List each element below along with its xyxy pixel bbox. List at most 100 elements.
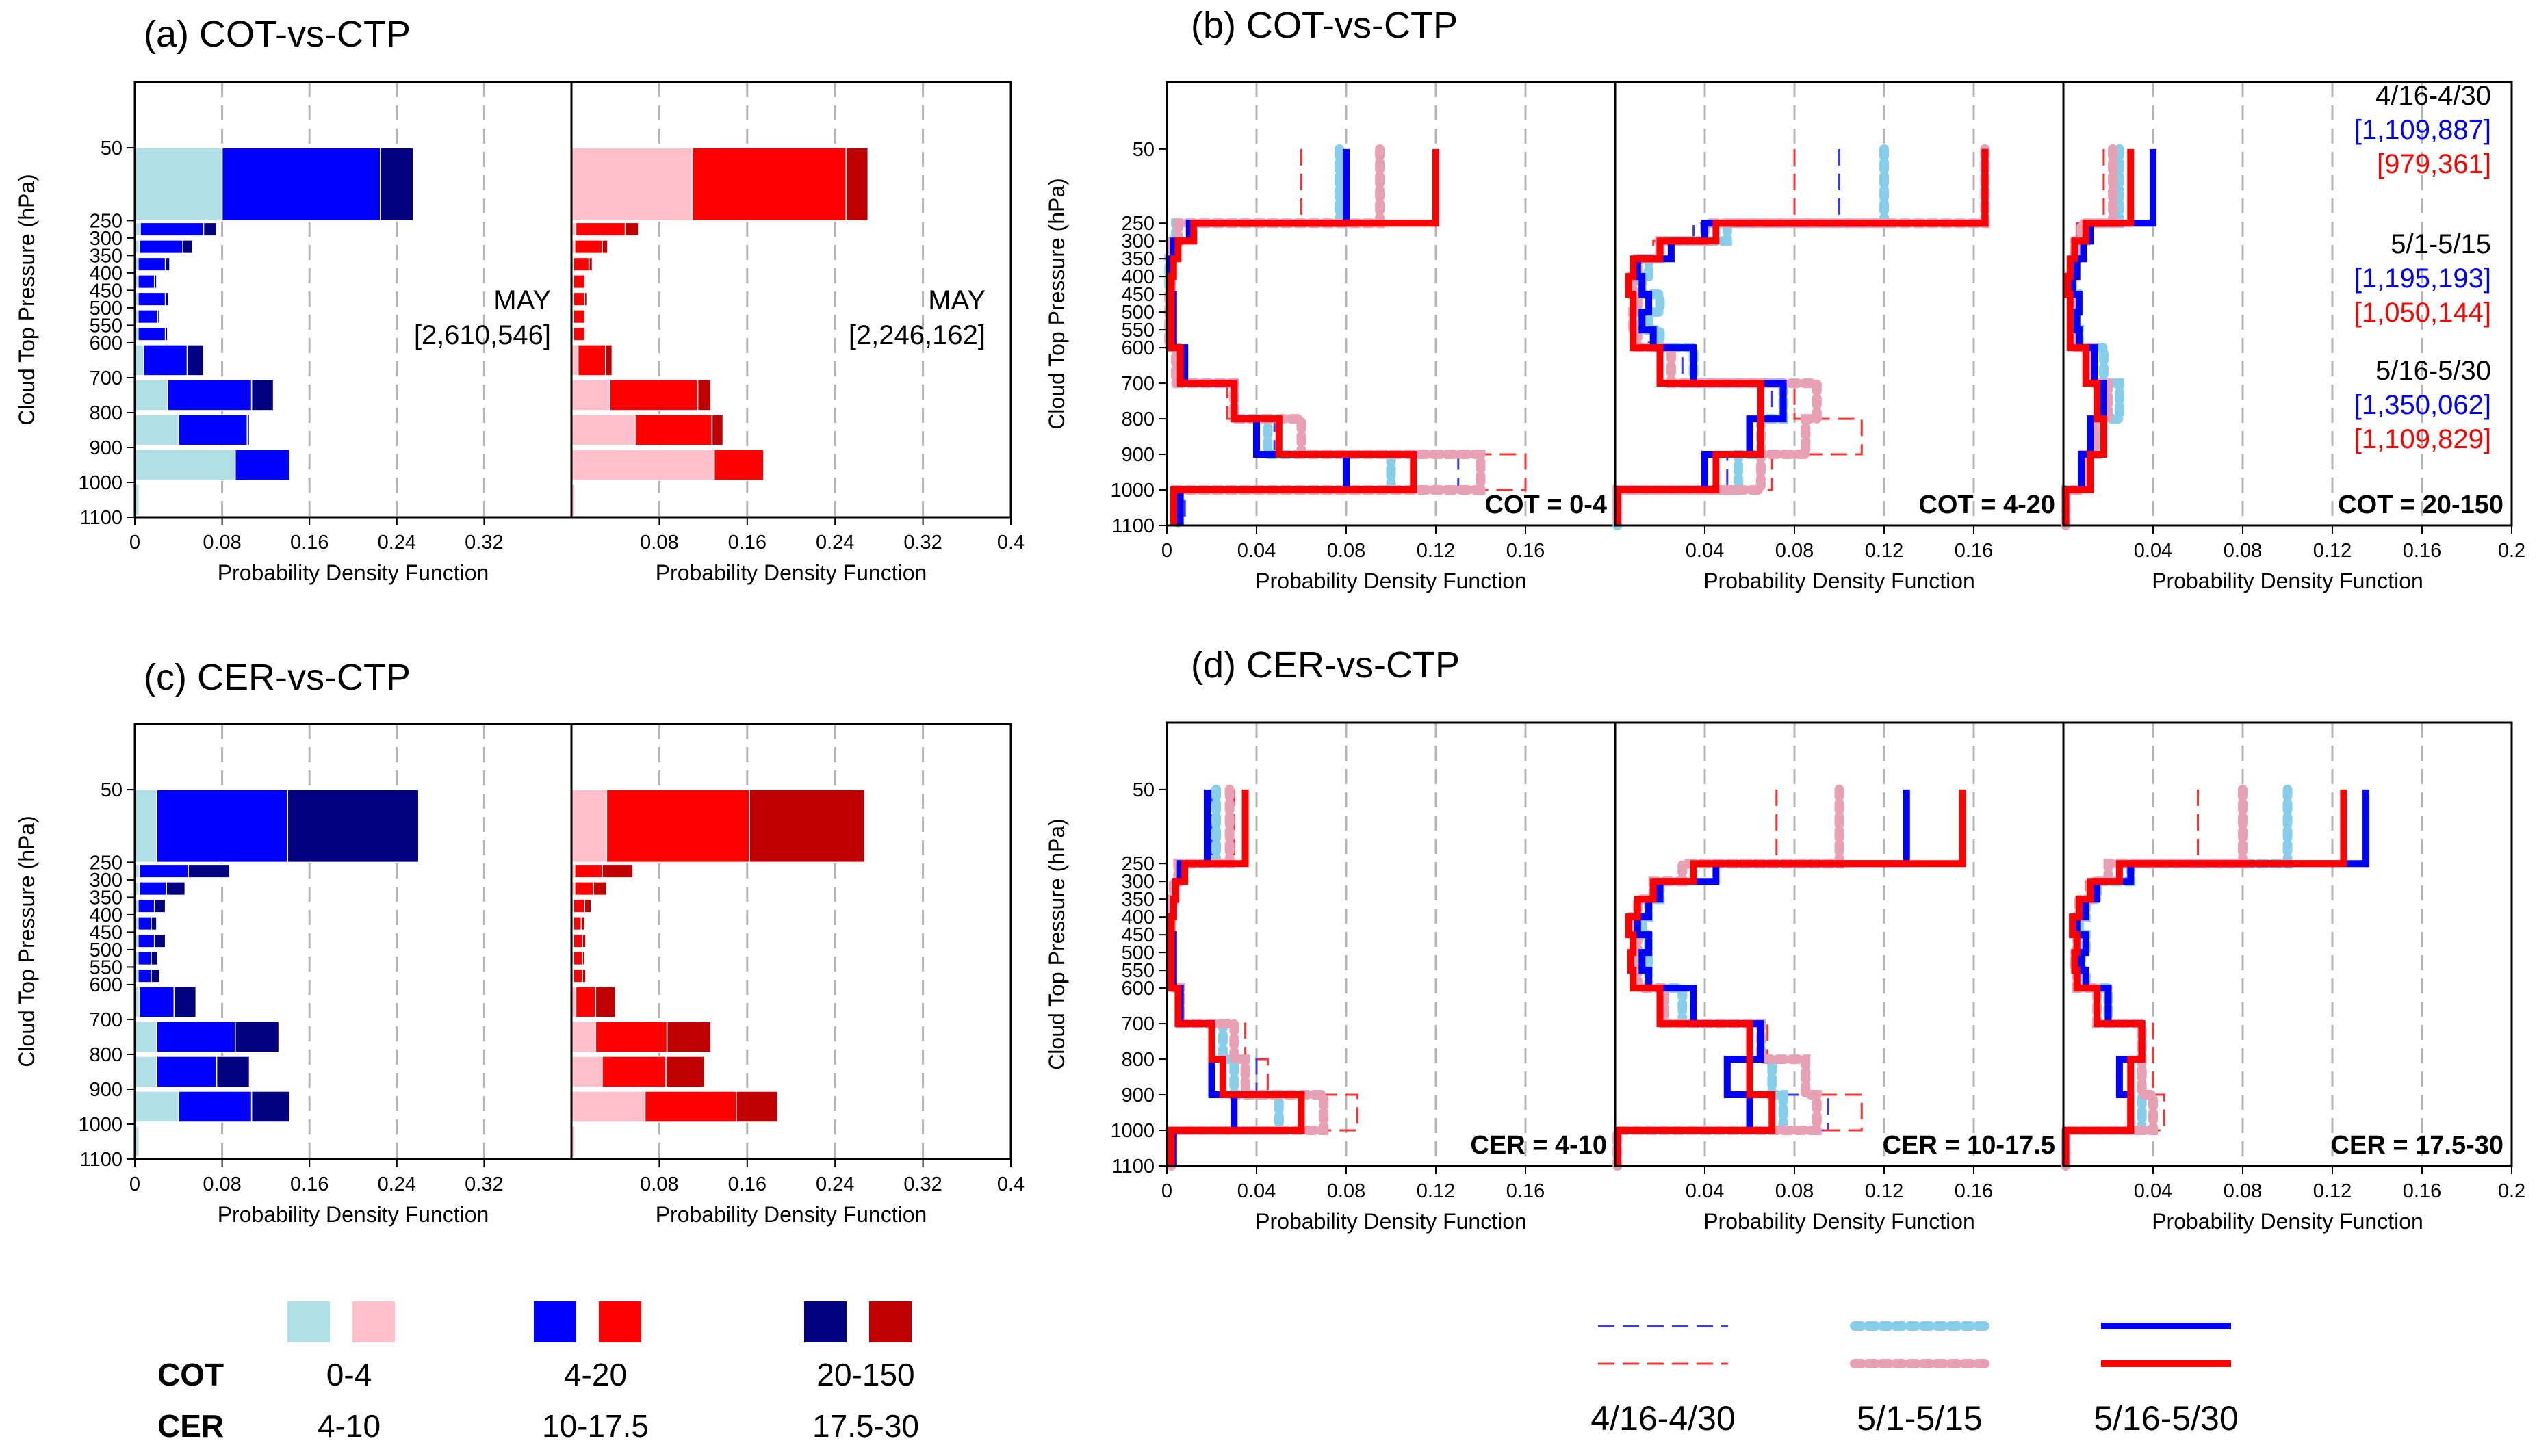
ytick-label-c: 600 [90, 974, 123, 996]
bar-c-blue-bin7-seg2 [151, 968, 161, 983]
bar-c-blue-bin3-seg2 [153, 898, 166, 913]
ytick-label-b: 300 [1122, 231, 1155, 252]
ytick-label-c: 400 [90, 905, 123, 926]
legend-cer-range-0: 4-10 [318, 1408, 381, 1444]
bar-c-blue-bin1-seg1 [138, 863, 189, 879]
bar-a-blue-bin8-seg1 [143, 344, 188, 376]
legend-cer-range-2: 17.5-30 [812, 1408, 919, 1444]
profile-line-b-sub2-series5 [2062, 148, 2135, 525]
profile-line-d-sub1-series5 [1614, 789, 1966, 1166]
bar-c-blue-bin10-seg1 [156, 1056, 218, 1088]
xtick-label-b: 0.16 [2403, 540, 2441, 562]
bar-a-red-bin4-seg2 [584, 274, 587, 289]
may-count-red: [2,246,162] [849, 320, 986, 350]
y-axis-label-a: Cloud Top Pressure (hPa) [14, 174, 39, 426]
bar-a-red-bin9-seg1 [609, 379, 699, 411]
xtick-label-d: 0.12 [1417, 1180, 1455, 1202]
bar-a-blue-bin11-seg0 [134, 449, 236, 481]
bar-a-blue-bin4-seg2 [153, 274, 157, 289]
xtick-label-d: 0.08 [2224, 1180, 2262, 1202]
x-axis-label-b: Probability Density Function [1255, 569, 1527, 593]
xtick-label-a: 0.24 [816, 532, 854, 554]
xtick-label-b: 0.2 [2498, 540, 2525, 562]
ytick-label-d: 450 [1122, 924, 1155, 946]
bar-a-blue-bin7-seg2 [164, 326, 168, 341]
bar-c-red-bin0-seg1 [606, 789, 750, 863]
bar-a-blue-bin2-seg1 [138, 239, 183, 255]
xtick-label-c: 0.08 [640, 1173, 678, 1195]
bar-a-blue-bin9-seg0 [134, 379, 168, 411]
ytick-label-a: 350 [90, 245, 123, 267]
xtick-label-d: 0.16 [1955, 1180, 1993, 1202]
ytick-label-b: 450 [1122, 284, 1155, 306]
bar-a-blue-bin10-seg2 [246, 414, 250, 446]
legend-swatch-red-0 [352, 1301, 395, 1342]
ytick-label-d: 400 [1122, 907, 1155, 928]
ytick-label-c: 550 [90, 957, 123, 978]
bar-c-red-bin2-seg2 [593, 881, 608, 896]
ytick-label-c: 250 [90, 852, 123, 874]
bin-label-d-2: CER = 17.5-30 [2331, 1131, 2503, 1160]
bar-c-blue-bin10-seg0 [134, 1056, 157, 1088]
ytick-label-d: 900 [1122, 1084, 1155, 1106]
bar-c-blue-bin1-seg2 [188, 863, 231, 879]
bar-c-red-bin10-seg2 [665, 1056, 705, 1088]
bar-a-red-bin0-seg2 [845, 147, 869, 222]
legend-swatch-blue-0 [287, 1301, 330, 1342]
ytick-label-a: 50 [101, 138, 123, 159]
legend-cot-range-0: 0-4 [326, 1357, 372, 1392]
bar-c-red-bin10-seg1 [602, 1056, 667, 1088]
bar-a-red-bin6-seg2 [584, 309, 587, 324]
bar-a-blue-bin1-seg1 [140, 222, 205, 237]
xtick-label-a: 0.4 [997, 532, 1025, 554]
panel-title-b: (b) COT-vs-CTP [1191, 5, 1458, 46]
ytick-label-c: 450 [90, 922, 123, 944]
bar-a-red-bin11-seg0 [571, 449, 715, 481]
bar-a-blue-bin1-seg2 [203, 222, 218, 237]
y-axis-label-c: Cloud Top Pressure (hPa) [14, 816, 39, 1067]
bar-a-blue-bin3-seg1 [138, 257, 166, 272]
bar-c-red-bin2-seg1 [574, 881, 594, 896]
ytick-label-c: 900 [90, 1079, 123, 1101]
bar-a-red-bin9-seg0 [571, 379, 610, 411]
xtick-label-c: 0.24 [816, 1173, 854, 1195]
period-count-blue-1: [1,195,193] [2354, 263, 2491, 294]
ytick-label-a: 600 [90, 333, 123, 354]
ytick-label-b: 600 [1122, 337, 1155, 359]
period-count-blue-0: [1,109,887] [2354, 115, 2491, 145]
bar-a-red-bin2-seg1 [574, 239, 603, 255]
bar-a-red-bin10-seg1 [634, 414, 713, 446]
bar-a-red-bin5-seg2 [584, 291, 588, 307]
ytick-label-a: 250 [90, 210, 123, 232]
xtick-label-a: 0.32 [903, 532, 942, 554]
ytick-label-a: 300 [90, 228, 123, 250]
ytick-label-d: 550 [1122, 960, 1155, 982]
ytick-label-d: 1100 [1112, 1156, 1155, 1178]
bar-c-blue-bin0-seg0 [134, 789, 157, 863]
profile-line-d-sub2-series1 [2064, 789, 2199, 1166]
period-count-red-0: [979,361] [2377, 149, 2491, 179]
ytick-label-c: 500 [90, 939, 123, 961]
x-axis-label-c: Probability Density Function [656, 1202, 927, 1227]
xtick-label-b: 0.08 [2224, 540, 2262, 562]
bar-a-red-bin11-seg1 [713, 449, 764, 481]
xtick-label-d: 0.04 [1686, 1180, 1724, 1202]
ytick-label-d: 800 [1122, 1049, 1155, 1071]
bar-a-blue-bin0-seg0 [134, 147, 223, 222]
bar-c-red-bin11-seg2 [736, 1091, 779, 1123]
ytick-label-b: 1100 [1112, 515, 1155, 537]
xtick-label-d: 0.16 [2403, 1180, 2441, 1202]
ytick-label-b: 400 [1122, 266, 1155, 288]
xtick-label-d: 0.08 [1327, 1180, 1365, 1202]
ytick-label-d: 50 [1133, 779, 1155, 801]
bar-a-blue-bin8-seg0 [134, 344, 144, 376]
y-axis-label-b: Cloud Top Pressure (hPa) [1044, 178, 1069, 430]
ytick-label-b: 350 [1122, 248, 1155, 270]
legend-swatch-blue-1 [534, 1301, 576, 1342]
bar-c-red-bin9-seg1 [595, 1021, 668, 1053]
bar-c-red-bin9-seg2 [666, 1021, 712, 1053]
bar-a-red-bin1-seg2 [624, 222, 639, 237]
bar-c-blue-bin10-seg2 [216, 1056, 250, 1088]
legend-period-label-1: 5/1-5/15 [1857, 1399, 1982, 1438]
